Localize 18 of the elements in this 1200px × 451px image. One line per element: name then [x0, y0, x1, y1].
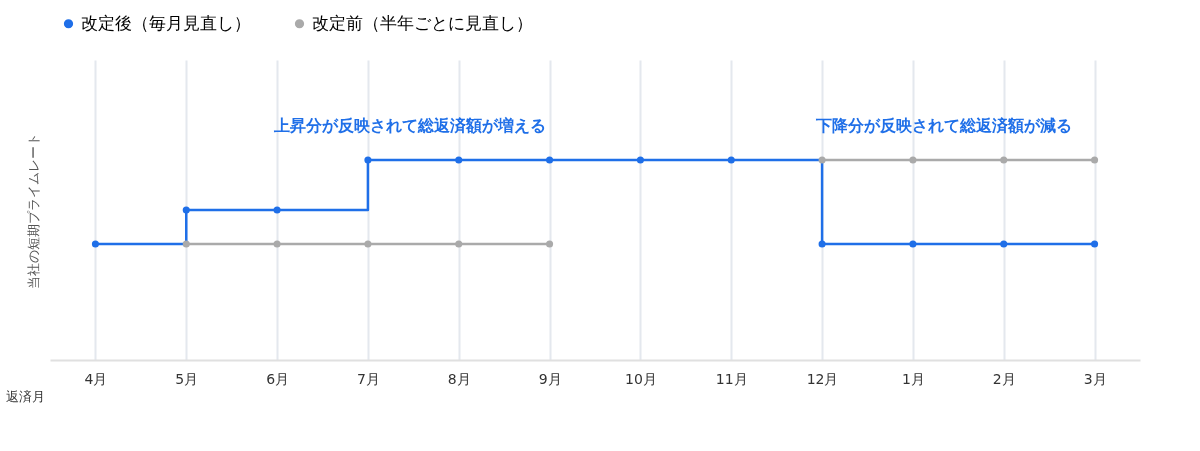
text: 上昇分が反映されて総返済額が増える [272, 116, 546, 135]
x-tick-label: 7月 [356, 370, 380, 387]
x-tick-label: 6月 [266, 370, 290, 387]
x-tick-label: 9月 [538, 370, 562, 387]
x-tick-label: 1月 [901, 370, 925, 387]
x-tick-label: 3月 [1083, 370, 1107, 387]
legend-label: 改定後（毎月見直し） [81, 12, 251, 33]
x-tick-label: 12月 [806, 370, 839, 387]
y-axis-title: 当社の短期プライムレート [25, 132, 41, 289]
x-tick-label: 11月 [715, 370, 748, 387]
x-tick-label: 5月 [175, 370, 199, 387]
text: 下降分が反映されて総返済額が減る [814, 116, 1072, 135]
x-tick-label: 4月 [84, 370, 108, 387]
x-tick-label: 10月 [625, 370, 657, 387]
x-tick-label: 2月 [992, 370, 1016, 387]
x-tick-label: 8月 [447, 370, 471, 387]
x-axis-title: 返済月 [5, 388, 45, 404]
legend-label: 改定前（半年ごとに見直し） [312, 12, 533, 33]
